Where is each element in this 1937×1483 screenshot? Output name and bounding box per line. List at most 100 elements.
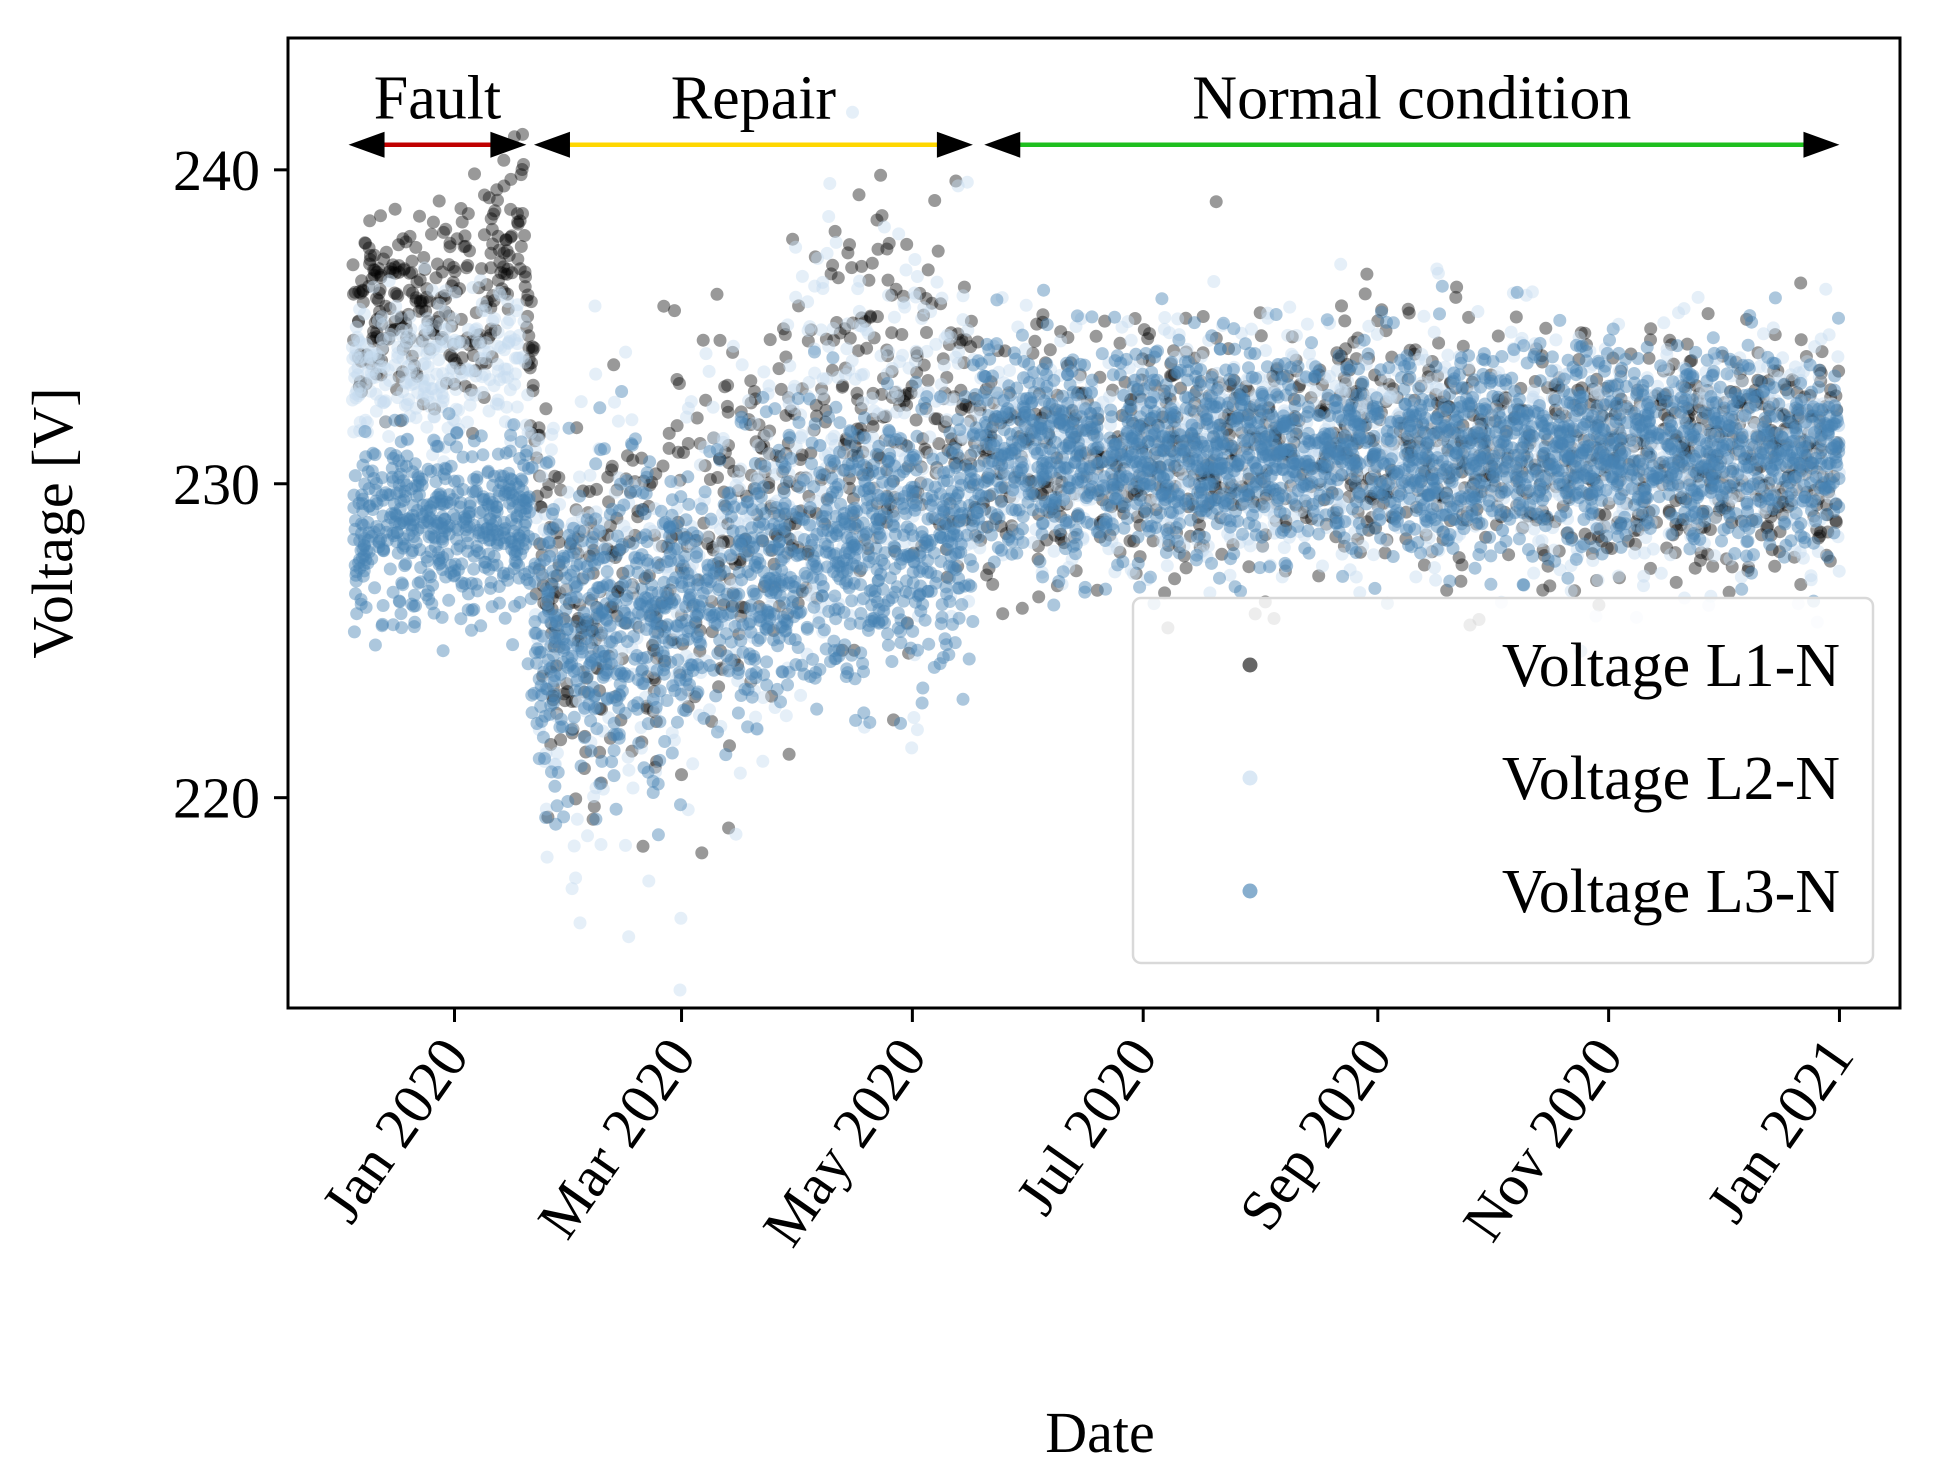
data-point (835, 643, 849, 657)
data-point (1683, 446, 1697, 460)
data-point (1685, 354, 1698, 368)
data-point (674, 798, 687, 812)
data-point (347, 333, 361, 347)
data-point (865, 391, 879, 405)
data-point (1430, 434, 1444, 448)
data-point (920, 445, 934, 459)
data-point (419, 304, 433, 318)
data-point (409, 291, 423, 305)
data-point (1211, 381, 1225, 395)
data-point (1339, 385, 1352, 399)
data-point (701, 537, 715, 551)
data-point (1193, 518, 1206, 532)
data-point (396, 232, 410, 246)
data-point (1484, 368, 1498, 382)
data-point (1269, 419, 1283, 433)
data-point (1022, 473, 1036, 487)
data-point (968, 500, 982, 514)
data-point (1771, 500, 1785, 514)
data-point (1385, 350, 1399, 364)
data-point (1191, 510, 1205, 524)
data-point (474, 273, 488, 287)
data-point (1374, 406, 1388, 419)
data-point (1165, 369, 1179, 383)
data-point (527, 341, 541, 355)
data-point (1146, 534, 1160, 548)
data-point (907, 711, 921, 724)
data-point (636, 503, 650, 516)
data-point (1764, 451, 1778, 465)
data-point (1051, 483, 1065, 497)
data-point (675, 768, 688, 782)
data-point (1699, 452, 1713, 466)
data-point (820, 246, 834, 260)
data-point (826, 321, 840, 335)
data-point (1614, 364, 1628, 378)
data-point (1769, 436, 1783, 450)
data-point (1535, 349, 1549, 363)
data-point (1514, 381, 1528, 395)
data-point (893, 389, 907, 403)
data-point (888, 544, 902, 558)
data-point (1318, 449, 1332, 463)
data-point (1360, 409, 1374, 423)
data-point (955, 598, 969, 611)
data-point (1435, 279, 1449, 293)
data-point (986, 577, 1000, 591)
data-point (1364, 491, 1378, 505)
data-point (983, 489, 997, 503)
data-point (1284, 442, 1298, 456)
data-point (1463, 461, 1477, 475)
data-point (994, 519, 1008, 533)
data-point (1490, 518, 1503, 532)
data-point (732, 627, 746, 641)
data-point (1369, 521, 1383, 535)
data-point (1430, 425, 1444, 439)
data-point (1549, 333, 1563, 347)
data-point (942, 338, 956, 351)
data-point (547, 639, 561, 653)
data-point (860, 461, 874, 475)
data-point (366, 331, 380, 345)
data-point (1440, 583, 1454, 597)
data-point (1485, 408, 1499, 422)
data-point (995, 494, 1009, 508)
data-point (1620, 475, 1634, 489)
data-point (1353, 545, 1367, 559)
data-point (1674, 518, 1688, 532)
data-point (1776, 432, 1790, 446)
data-point (1103, 390, 1116, 404)
data-point (1455, 436, 1469, 450)
data-point (396, 365, 409, 379)
data-point (1163, 431, 1177, 445)
data-point (463, 244, 476, 258)
data-point (1083, 420, 1097, 434)
data-point (814, 473, 828, 487)
data-point (671, 445, 685, 459)
data-point (578, 685, 591, 699)
data-point (385, 323, 398, 337)
data-point (764, 499, 778, 513)
data-point (1660, 438, 1674, 451)
data-point (979, 446, 993, 460)
data-point (413, 294, 427, 308)
data-point (1346, 387, 1360, 401)
data-point (1351, 470, 1365, 483)
data-point (689, 533, 703, 547)
data-point (893, 355, 907, 368)
data-point (1515, 465, 1529, 479)
data-point (573, 470, 586, 484)
data-point (643, 608, 657, 622)
data-point (1642, 351, 1656, 365)
data-point (414, 296, 427, 310)
data-point (418, 261, 431, 275)
data-point (1653, 393, 1667, 407)
data-point (703, 473, 717, 486)
data-point (1013, 429, 1027, 443)
scatter-points-layer (346, 105, 1846, 997)
data-point (1525, 285, 1539, 299)
data-point (822, 210, 836, 223)
data-point (923, 430, 937, 444)
data-point (799, 471, 813, 485)
data-point (1691, 469, 1705, 483)
